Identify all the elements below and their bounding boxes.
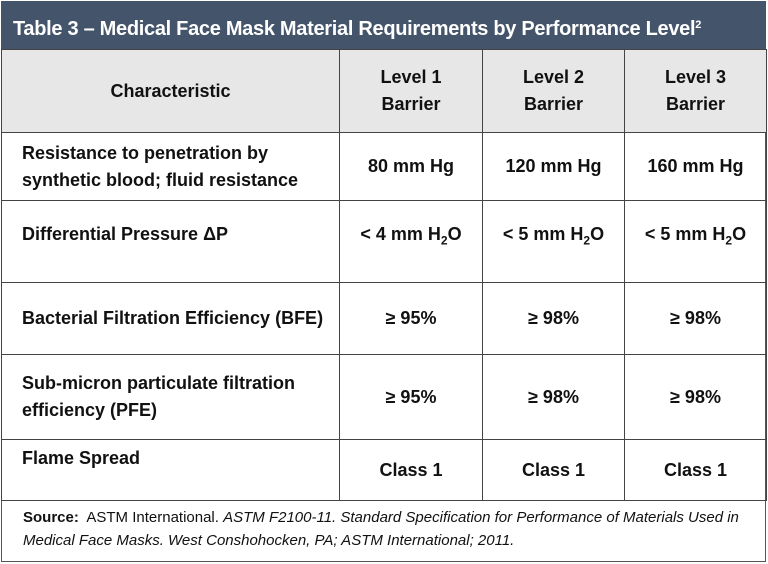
table-row: Resistance to penetration by synthetic b… xyxy=(1,132,767,201)
cell-value: < 5 mm H2O xyxy=(482,200,625,283)
table-title: Table 3 – Medical Face Mask Material Req… xyxy=(1,1,766,49)
title-footnote: 2 xyxy=(695,19,702,31)
cell-value: ≥ 98% xyxy=(624,282,767,355)
table-row: Bacterial Filtration Efficiency (BFE) ≥ … xyxy=(1,282,767,355)
header-level-1: Level 1 Barrier xyxy=(339,49,483,133)
source-citation: ASTM F2100-11. Standard Specification fo… xyxy=(23,509,739,549)
row-label: Bacterial Filtration Efficiency (BFE) xyxy=(1,282,340,355)
cell-value: 80 mm Hg xyxy=(339,132,483,201)
header-row: Characteristic Level 1 Barrier Level 2 Bar… xyxy=(1,49,767,133)
cell-value: ≥ 95% xyxy=(339,354,483,440)
table-row: Differential Pressure ΔP < 4 mm H2O < 5 … xyxy=(1,200,767,283)
cell-value: ≥ 98% xyxy=(624,354,767,440)
cell-value: 160 mm Hg xyxy=(624,132,767,201)
requirements-table: Characteristic Level 1 Barrier Level 2 Bar… xyxy=(1,49,767,501)
header-level-2: Level 2 Barrier xyxy=(482,49,625,133)
header-level-3: Level 3 Barrier xyxy=(624,49,767,133)
source-label: Source: xyxy=(23,509,79,526)
cell-value: < 4 mm H2O xyxy=(339,200,483,283)
table-row: Sub-micron particulate filtration effici… xyxy=(1,354,767,440)
cell-value: < 5 mm H2O xyxy=(624,200,767,283)
header-characteristic: Characteristic xyxy=(1,49,340,133)
cell-value: ≥ 98% xyxy=(482,282,625,355)
row-label: Flame Spread xyxy=(1,439,340,501)
row-label: Differential Pressure ΔP xyxy=(1,200,340,283)
table-row: Flame Spread Class 1 Class 1 Class 1 xyxy=(1,439,767,501)
cell-value: Class 1 xyxy=(624,439,767,501)
title-text: Table 3 – Medical Face Mask Material Req… xyxy=(13,18,696,40)
cell-value: 120 mm Hg xyxy=(482,132,625,201)
row-label: Sub-micron particulate filtration effici… xyxy=(1,354,340,440)
cell-value: ≥ 95% xyxy=(339,282,483,355)
source-note: Source: ASTM International. ASTM F2100-1… xyxy=(1,498,766,562)
cell-value: ≥ 98% xyxy=(482,354,625,440)
cell-value: Class 1 xyxy=(482,439,625,501)
cell-value: Class 1 xyxy=(339,439,483,501)
row-label: Resistance to penetration by synthetic b… xyxy=(1,132,340,201)
source-author: ASTM International. xyxy=(86,509,219,526)
